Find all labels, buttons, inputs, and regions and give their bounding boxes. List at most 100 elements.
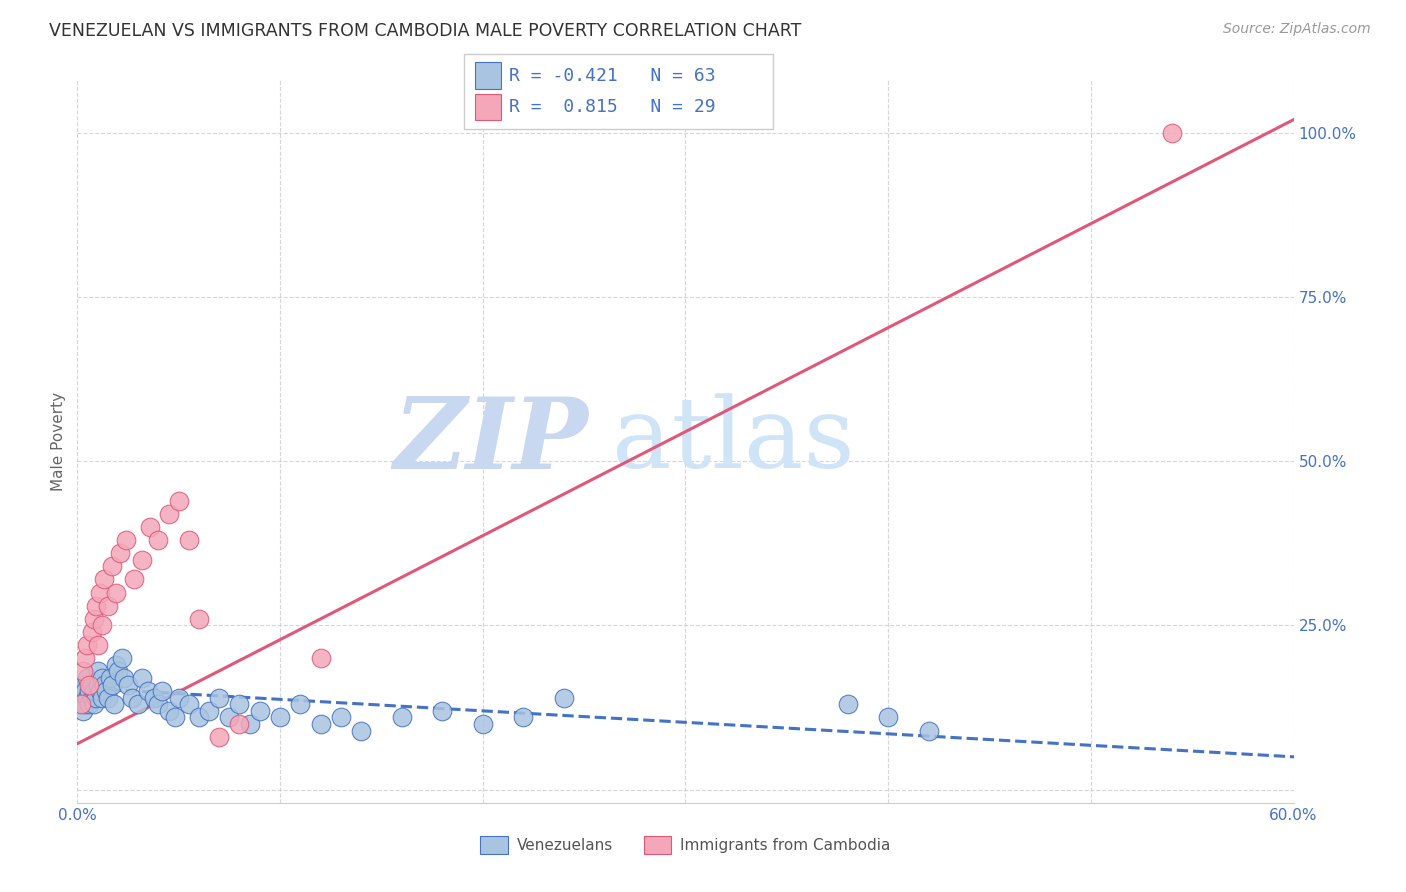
Point [121, 690, 143, 705]
Point [877, 710, 900, 724]
Text: R =  0.815   N = 29: R = 0.815 N = 29 [509, 98, 716, 116]
Point [76, 690, 98, 705]
Point [76, 638, 98, 652]
Point [512, 710, 534, 724]
Point [90, 618, 112, 632]
Point [94, 684, 117, 698]
Point [70, 684, 93, 698]
Point [93, 677, 115, 691]
Point [290, 698, 312, 712]
Point [329, 710, 352, 724]
Point [112, 671, 135, 685]
Point [107, 665, 129, 679]
Point [157, 704, 180, 718]
Point [1161, 126, 1184, 140]
Point [84, 599, 107, 613]
Point [89, 585, 111, 599]
Text: Source: ZipAtlas.com: Source: ZipAtlas.com [1223, 22, 1371, 37]
Point [553, 690, 575, 705]
Point [471, 717, 494, 731]
Point [188, 612, 211, 626]
Point [101, 677, 124, 691]
Point [72, 677, 94, 691]
Point [80, 677, 103, 691]
Point [79, 684, 101, 698]
Point [72, 665, 94, 679]
Point [89, 684, 111, 698]
Point [391, 710, 413, 724]
Point [104, 657, 127, 672]
Point [83, 698, 105, 712]
Point [167, 690, 190, 705]
Point [228, 698, 250, 712]
Point [115, 533, 138, 547]
Point [131, 671, 153, 685]
Point [122, 573, 145, 587]
Point [309, 651, 332, 665]
Point [249, 704, 271, 718]
Point [208, 690, 231, 705]
Point [75, 684, 97, 698]
Point [70, 698, 93, 712]
Text: ZIP: ZIP [394, 393, 588, 490]
Point [148, 698, 170, 712]
Legend: Venezuelans, Immigrants from Cambodia: Venezuelans, Immigrants from Cambodia [474, 830, 897, 860]
Point [208, 730, 231, 744]
Point [80, 625, 103, 640]
Point [198, 704, 221, 718]
Point [163, 710, 186, 724]
Point [104, 585, 127, 599]
Point [67, 690, 90, 705]
Point [101, 559, 124, 574]
Point [117, 677, 139, 691]
Point [218, 710, 240, 724]
Point [131, 553, 153, 567]
Point [90, 690, 112, 705]
Point [228, 717, 250, 731]
Point [75, 651, 97, 665]
Point [93, 573, 115, 587]
Point [269, 710, 291, 724]
Point [80, 690, 103, 705]
Point [90, 671, 112, 685]
Point [177, 698, 200, 712]
Point [918, 723, 941, 738]
Point [167, 493, 190, 508]
Point [75, 698, 97, 712]
Point [177, 533, 200, 547]
Point [108, 546, 131, 560]
Point [86, 677, 108, 691]
Point [84, 690, 107, 705]
Text: atlas: atlas [613, 393, 855, 490]
Point [79, 698, 101, 712]
Point [70, 698, 93, 712]
Point [152, 684, 174, 698]
Point [83, 612, 105, 626]
Point [350, 723, 373, 738]
Point [79, 677, 101, 691]
Point [157, 507, 180, 521]
Point [97, 599, 120, 613]
Point [98, 671, 121, 685]
Point [72, 704, 94, 718]
Text: R = -0.421   N = 63: R = -0.421 N = 63 [509, 67, 716, 85]
Point [148, 533, 170, 547]
Point [309, 717, 332, 731]
Point [143, 690, 166, 705]
Text: VENEZUELAN VS IMMIGRANTS FROM CAMBODIA MALE POVERTY CORRELATION CHART: VENEZUELAN VS IMMIGRANTS FROM CAMBODIA M… [49, 22, 801, 40]
Y-axis label: Male Poverty: Male Poverty [51, 392, 66, 491]
Point [97, 690, 120, 705]
Point [86, 665, 108, 679]
Point [111, 651, 134, 665]
Point [86, 638, 108, 652]
Point [188, 710, 211, 724]
Point [430, 704, 453, 718]
Point [837, 698, 859, 712]
Point [239, 717, 262, 731]
Point [76, 671, 98, 685]
Point [136, 684, 159, 698]
Point [139, 520, 162, 534]
Point [127, 698, 149, 712]
Point [83, 684, 105, 698]
Point [103, 698, 125, 712]
